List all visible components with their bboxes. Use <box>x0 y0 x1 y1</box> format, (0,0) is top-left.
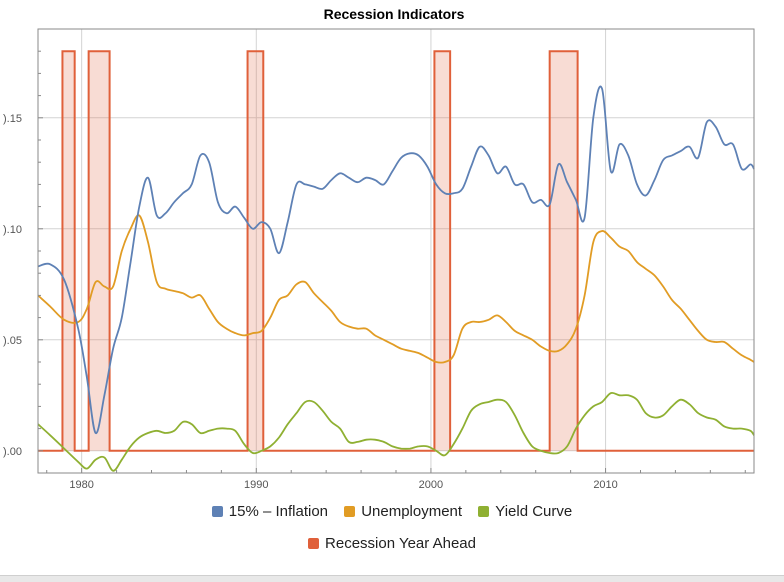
recession-band-1 <box>88 51 110 451</box>
legend-swatch-inflation <box>211 506 223 517</box>
series-line-yield-curve <box>37 391 755 472</box>
series-line-unemployment <box>37 214 755 364</box>
x-tick-label-2000: 2000 <box>419 479 443 491</box>
series-lines <box>37 50 755 472</box>
legend-label-inflation: 15% – Inflation <box>228 503 329 520</box>
recession-band-3 <box>434 51 451 451</box>
chart-title: Recession Indicators <box>324 6 465 22</box>
plot-frame <box>37 28 755 474</box>
legend-item-inflation[interactable]: 15% – Inflation <box>211 503 329 520</box>
legend-item-recession[interactable]: Recession Year Ahead <box>308 535 476 552</box>
legend-swatch-yield-curve <box>478 506 490 517</box>
recession-shading <box>62 51 578 451</box>
legend-item-yield-curve[interactable]: Yield Curve <box>478 503 572 520</box>
recession-band-2 <box>247 51 264 451</box>
legend-row-1: 15% – Inflation Unemployment Yield Curve <box>0 503 784 520</box>
y-tick-label-1: ).05 <box>3 335 22 347</box>
recession-band-0 <box>62 51 75 451</box>
legend-label-unemployment: Unemployment <box>361 503 463 520</box>
y-tick-label-3: ).15 <box>3 113 22 125</box>
y-tick-label-2: ).10 <box>3 224 22 236</box>
legend-swatch-recession <box>308 538 320 549</box>
x-tick-label-1990: 1990 <box>244 479 268 491</box>
y-tick-label-0: ).00 <box>3 446 22 458</box>
x-tick-label-1980: 1980 <box>69 479 93 491</box>
window-bottom-bar <box>0 575 784 582</box>
recession-indicators-chart: Recession Indicators 1980 1990 2000 2010 ).0… <box>3 6 755 491</box>
series-line-recession-year-ahead <box>38 50 754 452</box>
recession-band-4 <box>549 51 578 451</box>
legend-label-yield-curve: Yield Curve <box>495 503 573 520</box>
x-tick-label-2010: 2010 <box>593 479 617 491</box>
legend-row-2: Recession Year Ahead <box>0 535 784 552</box>
legend-label-recession: Recession Year Ahead <box>325 535 476 552</box>
series-line-inflation <box>37 85 755 434</box>
grid-lines <box>38 29 754 473</box>
legend-swatch-unemployment <box>344 506 356 517</box>
axis-ticks: 1980 1990 2000 2010 ).00 ).05 ).10 ).15 <box>3 50 746 491</box>
legend-item-unemployment[interactable]: Unemployment <box>344 503 462 520</box>
